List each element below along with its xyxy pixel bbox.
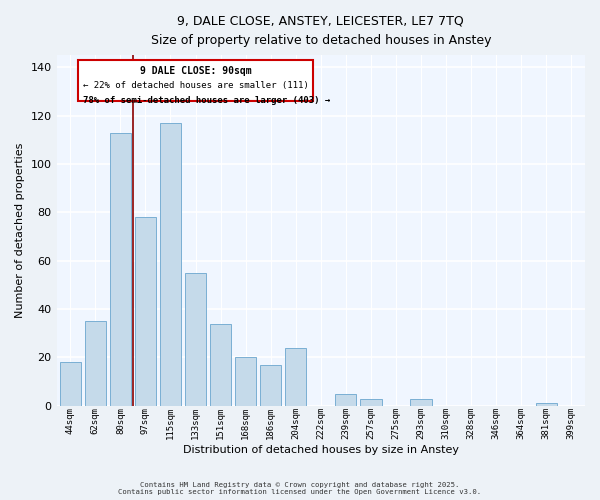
Bar bbox=[536, 404, 557, 406]
Bar bbox=[185, 273, 206, 406]
Bar bbox=[260, 364, 281, 406]
Bar bbox=[360, 398, 382, 406]
Text: Contains HM Land Registry data © Crown copyright and database right 2025.
Contai: Contains HM Land Registry data © Crown c… bbox=[118, 482, 482, 495]
Text: 9 DALE CLOSE: 90sqm: 9 DALE CLOSE: 90sqm bbox=[140, 66, 251, 76]
Text: 78% of semi-detached houses are larger (403) →: 78% of semi-detached houses are larger (… bbox=[83, 96, 330, 105]
Bar bbox=[85, 321, 106, 406]
Text: ← 22% of detached houses are smaller (111): ← 22% of detached houses are smaller (11… bbox=[83, 80, 308, 90]
Bar bbox=[235, 358, 256, 406]
Y-axis label: Number of detached properties: Number of detached properties bbox=[15, 143, 25, 318]
Bar bbox=[410, 398, 431, 406]
Bar bbox=[210, 324, 231, 406]
Bar bbox=[135, 217, 156, 406]
Title: 9, DALE CLOSE, ANSTEY, LEICESTER, LE7 7TQ
Size of property relative to detached : 9, DALE CLOSE, ANSTEY, LEICESTER, LE7 7T… bbox=[151, 15, 491, 47]
X-axis label: Distribution of detached houses by size in Anstey: Distribution of detached houses by size … bbox=[183, 445, 459, 455]
Bar bbox=[78, 60, 313, 101]
Bar bbox=[110, 132, 131, 406]
Bar bbox=[59, 362, 81, 406]
Bar bbox=[160, 123, 181, 406]
Bar bbox=[285, 348, 307, 406]
Bar bbox=[335, 394, 356, 406]
